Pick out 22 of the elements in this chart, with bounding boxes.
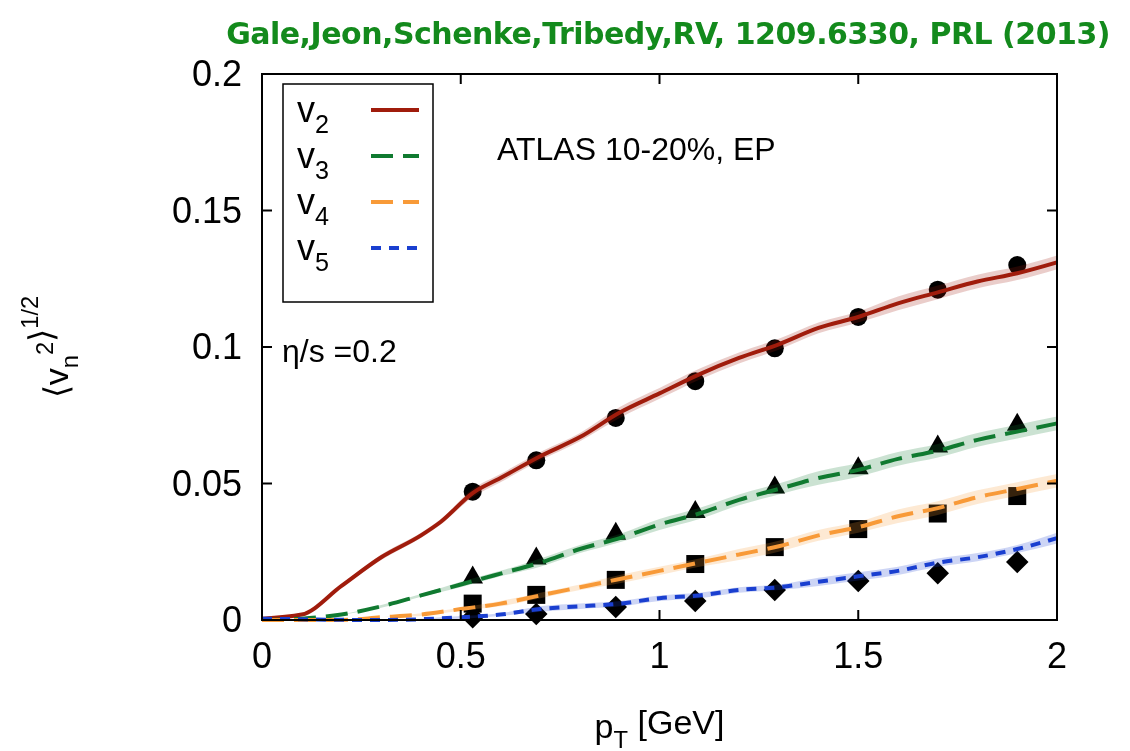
annotation: η/s =0.2: [282, 333, 397, 369]
x-tick-label: 1: [649, 635, 670, 676]
point: [525, 546, 547, 565]
x-tick-label: 2: [1046, 635, 1068, 676]
x-axis-title: p$_{T}$ [GeV]: [594, 702, 725, 751]
x-tick-label: 0.5: [435, 635, 486, 676]
legend-label: v$_{5}$: [297, 227, 330, 276]
legend-label: v$_{3}$: [297, 135, 330, 184]
legend-label: v$_{2}$: [297, 89, 330, 138]
chart-title: Gale,Jeon,Schenke,Tribedy,RV, 1209.6330, PRL (2013): [226, 16, 1110, 51]
annotation: ATLAS 10-20%, EP: [497, 131, 776, 167]
point: [1008, 487, 1027, 506]
x-tick-label: 0: [251, 635, 273, 676]
point: [926, 562, 949, 585]
y-tick-label: 0.1: [191, 326, 242, 367]
y-tick-label: 0.15: [171, 189, 242, 231]
point: [1006, 550, 1029, 574]
legend-label: v$_{4}$: [297, 181, 330, 230]
x-tick-label: 1.5: [833, 635, 884, 676]
y-tick-label: 0: [221, 599, 242, 640]
y-tick-label: 0.05: [171, 462, 242, 504]
y-tick-label: 0.2: [191, 53, 242, 94]
